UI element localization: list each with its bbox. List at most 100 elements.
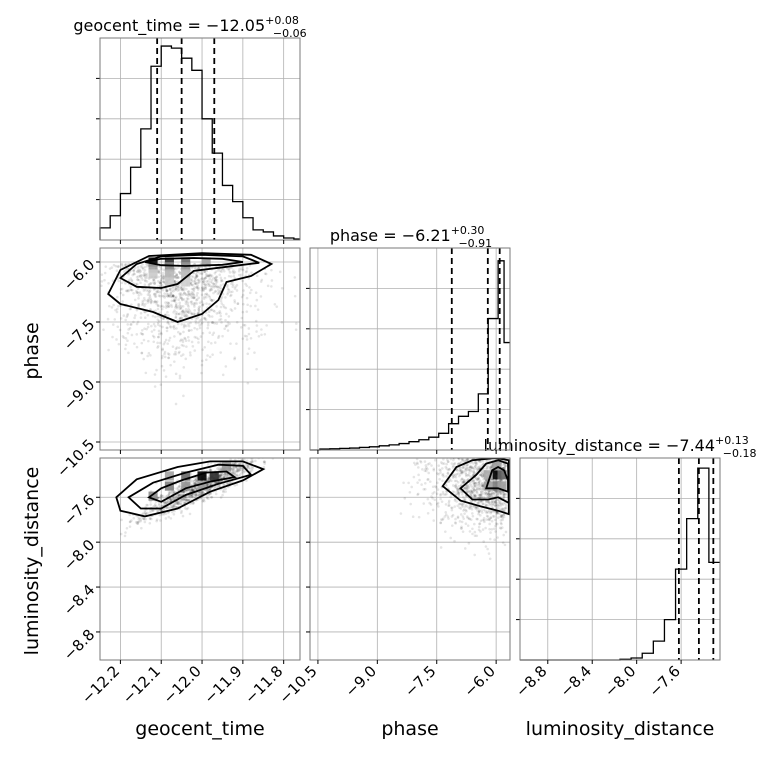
scatter-point [193,478,197,482]
scatter-point [500,526,504,529]
scatter-point [178,270,181,274]
scatter-point [190,312,194,316]
scatter-point [159,305,162,308]
scatter-point [466,463,469,467]
scatter-point [189,472,193,476]
scatter-point [203,276,207,280]
joint-panel-geocent-time-phase: −10.5−9.0−7.5−6.0 [53,247,301,481]
scatter-point [494,490,498,494]
scatter-point [170,497,174,501]
scatter-point [225,482,229,486]
scatter-point [463,547,467,550]
scatter-point [195,274,199,278]
scatter-point [190,300,193,303]
scatter-point [187,329,191,332]
scatter-point [206,463,210,466]
scatter-point [479,530,482,533]
scatter-point [219,317,223,321]
scatter-point [488,495,492,499]
scatter-point [454,521,457,524]
scatter-point [499,479,503,482]
scatter-point [200,276,204,280]
scatter-point [123,534,127,538]
scatter-point [426,511,430,515]
scatter-point [135,275,139,279]
scatter-point [472,479,476,482]
scatter-point [185,498,188,502]
scatter-point [173,352,176,356]
scatter-point [172,299,176,303]
scatter-point [187,292,190,296]
scatter-point [139,519,142,523]
scatter-point [472,494,476,498]
scatter-point [197,308,201,311]
scatter-point [179,502,182,506]
scatter-point [207,284,211,287]
scatter-point [457,487,460,491]
scatter-point [156,509,160,513]
scatter-point [480,431,483,434]
scatter-point [479,487,483,490]
scatter-point [229,458,232,461]
scatter-point [194,279,197,283]
scatter-point [197,491,201,495]
scatter-point [280,451,283,454]
scatter-point [181,309,185,312]
scatter-point [459,483,463,487]
scatter-point [164,512,168,515]
scatter-point [287,446,290,449]
scatter-point [190,487,194,491]
scatter-point [473,494,477,498]
scatter-point [500,502,504,505]
scatter-point [177,485,180,489]
scatter-point [167,301,171,305]
scatter-point [448,478,452,481]
scatter-point [243,455,246,458]
scatter-point [497,499,501,503]
scatter-point [168,497,172,501]
scatter-point [153,385,157,388]
scatter-point [420,483,423,486]
scatter-point [451,513,455,517]
scatter-point [453,479,457,483]
scatter-point [439,521,443,524]
scatter-point [199,492,202,496]
scatter-point [475,487,479,491]
scatter-point [498,501,502,504]
scatter-point [469,518,473,521]
scatter-point [202,282,206,286]
scatter-point [477,431,480,434]
scatter-point [477,510,481,514]
scatter-point [108,304,111,308]
scatter-point [233,356,237,360]
scatter-point [160,304,164,308]
scatter-point [197,311,201,314]
scatter-point [457,492,460,496]
scatter-point [151,334,155,338]
scatter-point [197,266,200,270]
x-tick-label: −7.5 [401,662,439,700]
scatter-point [190,328,193,332]
scatter-point [186,297,190,301]
scatter-point [175,286,178,289]
scatter-point [457,436,460,439]
joint-content [100,248,300,450]
scatter-point [181,287,185,291]
scatter-point [260,333,263,337]
scatter-point [436,501,440,505]
scatter-point [186,303,190,307]
scatter-point [455,473,458,476]
scatter-point [470,438,473,441]
scatter-point [182,492,186,496]
scatter-point [241,469,244,473]
scatter-point [190,488,194,492]
scatter-point [431,443,434,446]
scatter-point [173,274,177,278]
scatter-point [485,503,488,507]
scatter-point [157,270,160,273]
scatter-point [494,524,497,528]
scatter-point [212,331,216,335]
scatter-point [236,302,240,305]
scatter-point [127,351,130,355]
scatter-point [145,276,149,279]
